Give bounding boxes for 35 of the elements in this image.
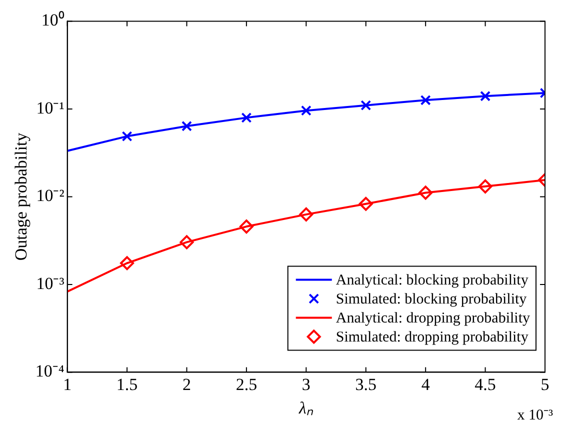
legend-label: Analytical: dropping probability [336, 310, 530, 327]
point [360, 100, 372, 111]
y-tick-label: 10⁻⁴ [35, 362, 64, 381]
point [122, 131, 132, 142]
y-tick-label: 10⁻² [36, 186, 64, 206]
legend-label: Analytical: blocking probability [336, 272, 529, 289]
point [418, 186, 433, 200]
point [180, 235, 194, 250]
y-axis-title: Outage probability [12, 132, 31, 261]
legend-label: Simulated: blocking probability [336, 292, 528, 308]
x-tick-label: 4 [421, 374, 430, 394]
x-tick-label: 2 [182, 374, 191, 394]
point [358, 196, 373, 211]
x-tick-label: 3.5 [355, 374, 376, 394]
text: x 10⁻³ [517, 408, 554, 424]
point [300, 105, 312, 116]
x-tick-label: 1.5 [116, 374, 138, 394]
point [182, 120, 192, 132]
x-axis-title: λₙ [298, 398, 314, 418]
y-tick-label: 10⁻³ [36, 274, 64, 293]
point [420, 94, 431, 106]
point [239, 220, 254, 234]
x-tick-label: 4.5 [474, 374, 496, 394]
x-tick-label: 3 [302, 374, 310, 394]
y-tick-label: 10⁰ [41, 10, 64, 30]
x-tick-label: 5 [540, 374, 550, 394]
point [299, 207, 314, 222]
point [480, 90, 491, 102]
x-tick-label: 2.5 [236, 374, 258, 394]
x-tick-label: 1 [63, 374, 72, 394]
point [241, 112, 252, 123]
point [478, 179, 492, 194]
point [120, 256, 134, 270]
legend-label: Simulated: dropping probability [336, 330, 529, 346]
y-tick-label: 10⁻¹ [36, 98, 64, 118]
